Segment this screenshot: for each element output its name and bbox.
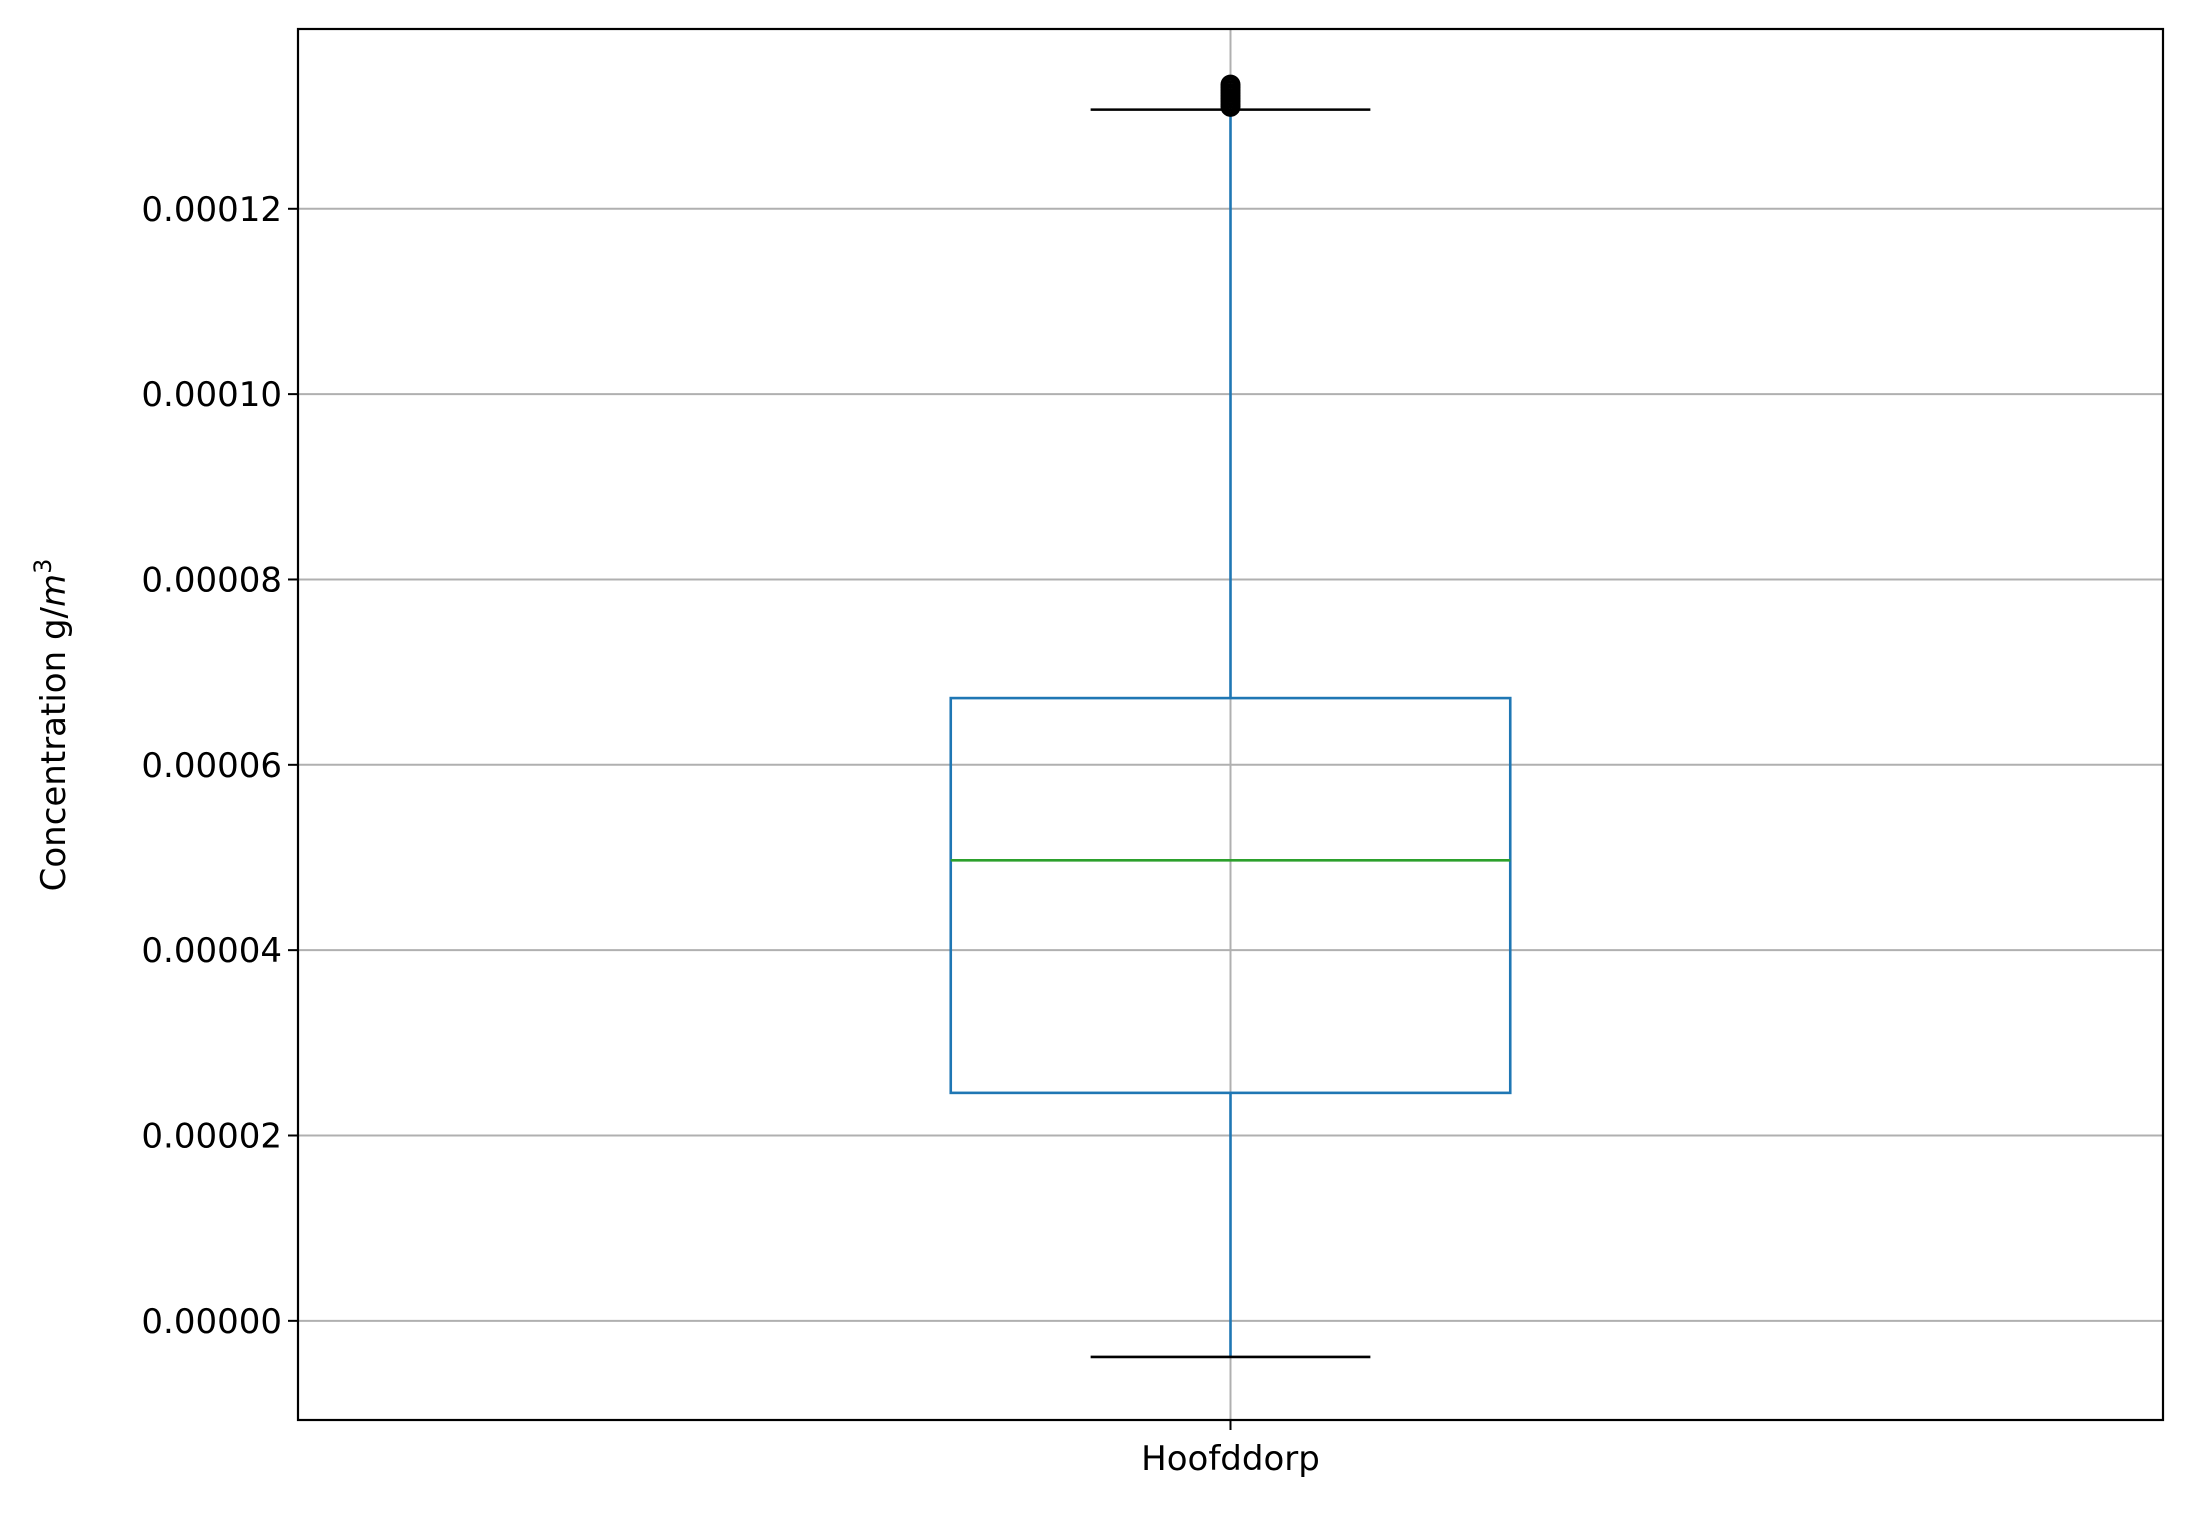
y-tick-label: 0.00004 — [141, 931, 282, 971]
y-tick-label: 0.00006 — [141, 746, 282, 786]
y-tick-label: 0.00002 — [141, 1116, 282, 1156]
y-axis-label: Concentration g/m3 — [29, 559, 74, 892]
y-tick-label: 0.00010 — [141, 375, 282, 415]
box-iqr — [949, 696, 1512, 1095]
outlier-point — [1220, 74, 1241, 95]
y-tick-label: 0.00000 — [141, 1302, 282, 1342]
y-axis-label-unit: m — [34, 574, 74, 607]
y-tick-label: 0.00008 — [141, 560, 282, 600]
box-plot-layer — [949, 74, 1512, 1359]
y-axis-label-exponent: 3 — [29, 559, 57, 574]
y-axis-label-text: Concentration g/ — [34, 606, 74, 891]
x-tick-label: Hoofddorp — [1141, 1439, 1320, 1479]
x-axis-ticks: Hoofddorp — [1141, 1420, 1320, 1479]
y-axis-ticks: 0.00000 0.00002 0.00004 0.00006 0.00008 0.000… — [141, 190, 298, 1342]
y-tick-label: 0.00012 — [141, 190, 282, 230]
